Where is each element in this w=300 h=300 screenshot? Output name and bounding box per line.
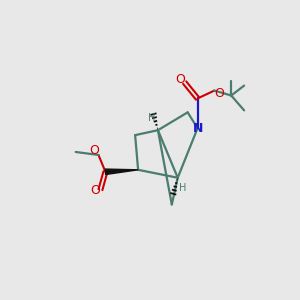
Text: N: N	[194, 122, 204, 135]
Text: O: O	[214, 87, 224, 100]
Text: O: O	[175, 73, 185, 86]
Text: O: O	[90, 145, 100, 158]
Text: H: H	[179, 183, 186, 193]
Text: O: O	[91, 184, 100, 197]
Text: H: H	[148, 113, 156, 123]
Polygon shape	[105, 169, 138, 175]
